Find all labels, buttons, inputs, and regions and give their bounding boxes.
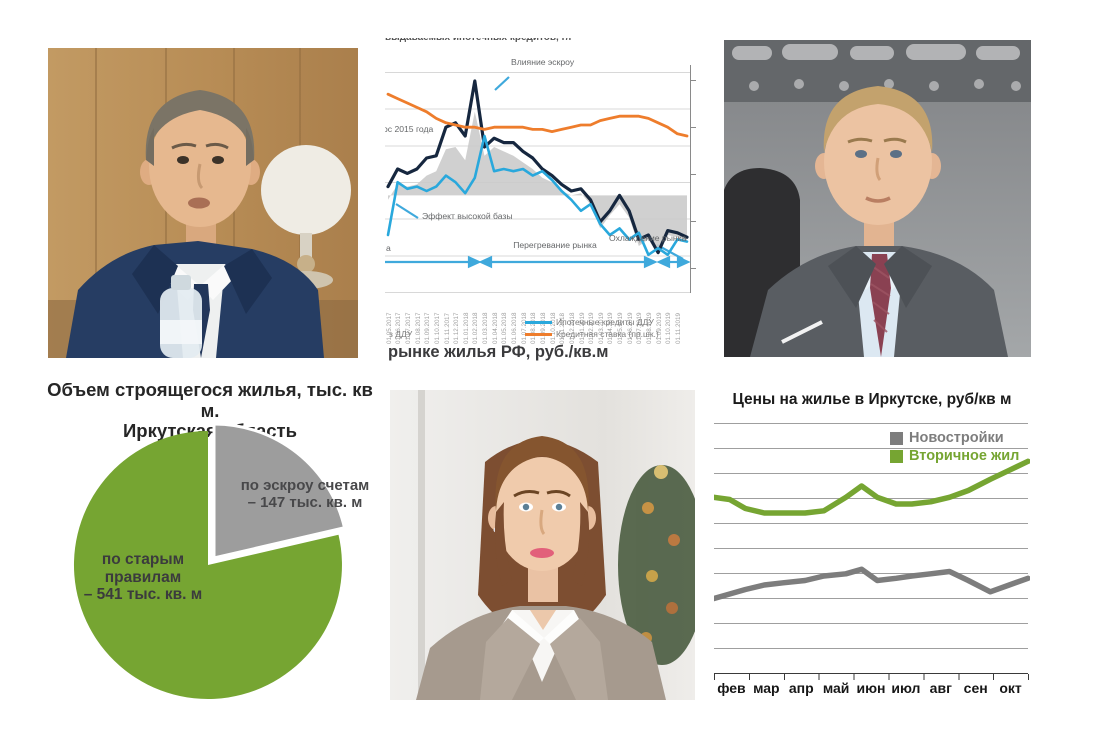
ceiling-lights — [749, 79, 1021, 91]
woman-figure — [416, 436, 666, 700]
month-label: авг — [929, 680, 952, 696]
escrow-pointer-line — [494, 76, 510, 91]
pie-title-line1: Объем строящегося жилья, тыс. кв м. — [47, 383, 373, 421]
next-chart-caption-partial: рынке жилья РФ, руб./кв.м — [388, 343, 609, 361]
legend-label-secondary-partial: Вторичное жил — [909, 448, 1020, 464]
legend-label-rate: Кредитная ставка (пр.шк.) — [556, 329, 659, 339]
chart-title-clipped: выдаваемых ипотечных кредитов, г/г — [385, 38, 700, 47]
legend-row-rate: Кредитная ставка (пр.шк.) — [525, 329, 659, 339]
photo-man-right — [724, 40, 1031, 357]
x-axis-ticks — [714, 674, 1029, 680]
man-right-figure — [750, 86, 1008, 357]
month-label: окт — [999, 680, 1022, 696]
photo-man-left — [48, 48, 358, 358]
annotation-high-base-effect: Эффект высокой базы — [422, 211, 513, 221]
new-builds-swatch — [890, 431, 903, 445]
chart-irkutsk-prices: Цены на жилье в Иркутске, руб/кв м Новос… — [714, 383, 1030, 697]
water-bottle — [160, 275, 202, 358]
legend-label-new-builds: Новостройки — [909, 430, 1004, 446]
annotation-escrow-impact: Влияние эскроу — [511, 57, 575, 67]
right-axis — [690, 65, 691, 293]
legend-row-ddu: Ипотечные кредиты ДДУ — [525, 317, 654, 327]
old-rules-label-line3: – 541 тыс. кв. м — [83, 586, 203, 603]
photo-man-left-illustration — [48, 48, 358, 358]
annotation-overheating: Перегревание рынка — [513, 240, 597, 250]
pie-chart-construction-volume: Объем строящегося жилья, тыс. кв м. Ирку… — [40, 383, 380, 705]
mortgage-chart-plot — [385, 76, 691, 269]
globe-lamp — [261, 145, 351, 235]
pie-label-old-rules: по старым правилам – 541 тыс. кв. м — [78, 551, 208, 604]
month-label: июл — [891, 680, 921, 696]
month-label: май — [822, 680, 850, 696]
annotation-cooling: Охлаждение рынка — [609, 233, 687, 243]
month-label: фев — [717, 680, 746, 696]
secondary-housing-swatch — [890, 449, 903, 463]
blurred-sign-letters — [732, 44, 1020, 60]
prices-chart-title: Цены на жилье в Иркутске, руб/кв м — [732, 391, 1012, 408]
month-label: мар — [753, 680, 780, 696]
rate-line-swatch — [525, 332, 552, 336]
chart-title-text: выдаваемых ипотечных кредитов, г/г — [385, 38, 700, 43]
old-rules-label-line2: правилам — [104, 568, 182, 586]
ddu-line-swatch — [525, 320, 552, 324]
prices-plot — [714, 458, 1030, 602]
pie-plot — [73, 422, 347, 699]
legend-row-new-builds: Новостройки — [890, 430, 1004, 446]
photo-woman-illustration — [390, 390, 706, 700]
pen — [781, 320, 823, 344]
month-label: июн — [856, 680, 886, 696]
gridlines — [714, 423, 1028, 649]
old-rules-label-line1: по старым — [101, 551, 185, 568]
month-labels: фев мар апр май июн июл авг сен окт — [714, 680, 1028, 696]
month-label: сен — [963, 680, 988, 696]
right-axis-ticks — [691, 80, 696, 271]
legend-label-left-partial: з ДДУ — [389, 329, 413, 339]
annotation-2015-base-partial: ос 2015 года — [385, 124, 434, 134]
photo-woman — [390, 390, 706, 700]
legend-row-secondary: Вторичное жил — [890, 448, 1019, 464]
photo-man-right-illustration — [724, 40, 1031, 357]
escrow-label-line1: по эскроу счетам — [240, 477, 370, 494]
high-base-pointer-line — [395, 203, 419, 219]
legend-label-ddu: Ипотечные кредиты ДДУ — [556, 317, 654, 327]
escrow-label-line2: – 147 тыс. кв. м — [247, 494, 363, 511]
x-axis-line — [714, 673, 1028, 674]
annotation-left-phase-partial: а — [386, 243, 391, 253]
month-label: апр — [788, 680, 814, 696]
chart-mortgage-dynamics: выдаваемых ипотечных кредитов, г/г Влиян… — [385, 38, 700, 364]
pie-label-escrow: по эскроу счетам – 147 тыс. кв. м — [235, 477, 375, 511]
window-frame — [418, 390, 425, 700]
